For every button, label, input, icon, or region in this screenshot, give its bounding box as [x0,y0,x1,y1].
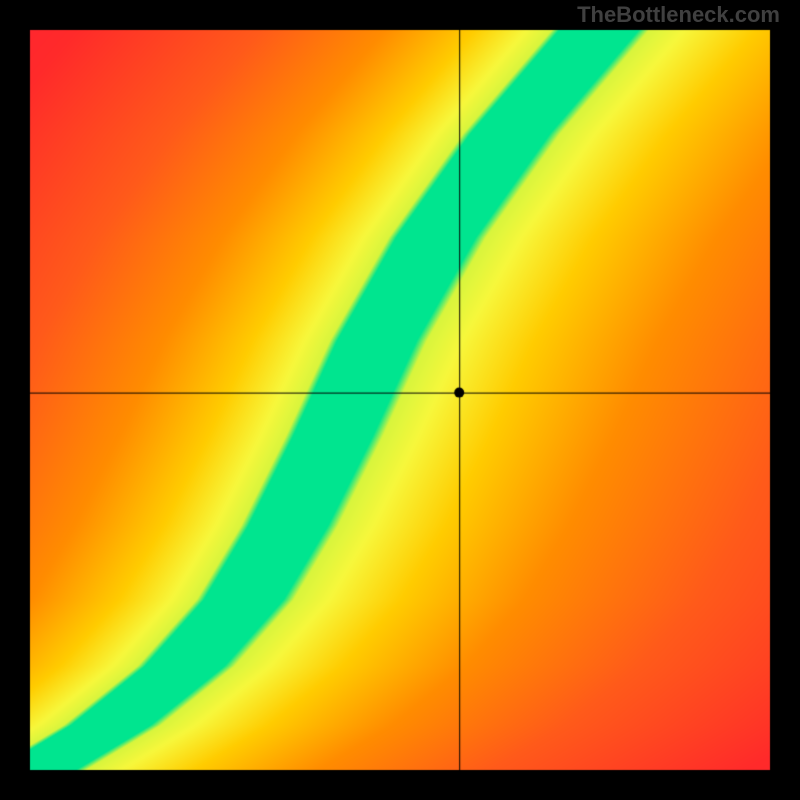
heatmap-canvas [0,0,800,800]
chart-container: TheBottleneck.com [0,0,800,800]
watermark-text: TheBottleneck.com [577,2,780,28]
